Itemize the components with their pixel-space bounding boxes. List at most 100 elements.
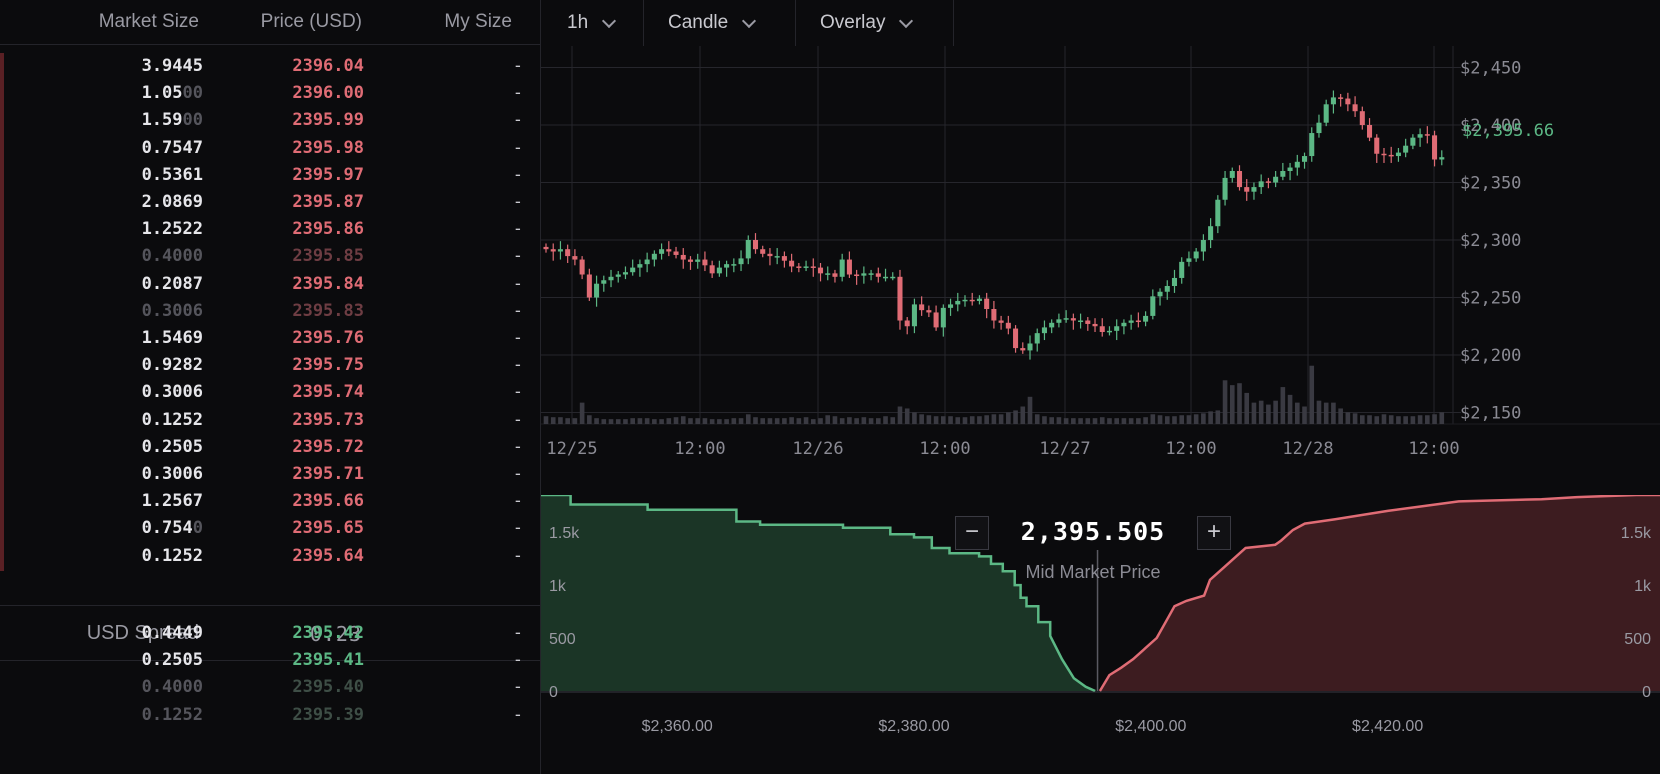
ask-row[interactable]: 0.4000 2395.85 - — [0, 243, 540, 272]
interval-dropdown[interactable]: 1h — [541, 0, 644, 46]
ask-row[interactable]: 1.0500 2396.00 - — [0, 80, 540, 109]
volume-bar — [1294, 402, 1300, 424]
volume-bar — [1345, 412, 1351, 424]
price-cell: 2395.42 — [292, 623, 364, 643]
candle-body — [557, 249, 563, 252]
bid-row[interactable]: 0.4449 2395.42 - — [0, 620, 540, 648]
candle-body — [752, 240, 759, 250]
volume-bar — [1063, 418, 1069, 424]
candle-body — [724, 264, 730, 268]
ask-row[interactable]: 0.1252 2395.73 - — [0, 406, 540, 435]
candle-body — [695, 259, 701, 262]
market-size-cell: 1.0500 — [141, 83, 203, 104]
volume-bar — [630, 418, 635, 424]
candle-body — [854, 274, 860, 276]
my-size-cell: - — [512, 83, 523, 104]
volume-bar — [810, 419, 816, 424]
volume-bar — [1136, 418, 1141, 424]
market-size-cell: 0.3006 — [141, 464, 203, 484]
market-size-cell: 1.5469 — [141, 328, 203, 348]
market-size-header[interactable]: Market Size — [98, 11, 199, 32]
candle-body — [1403, 145, 1409, 153]
ask-row[interactable]: 2.0869 2395.87 - — [0, 189, 540, 217]
candle-body — [673, 251, 679, 255]
bid-row[interactable]: 0.2505 2395.41 - — [0, 647, 540, 675]
candle-body — [984, 298, 990, 309]
asks-depth-line — [1098, 495, 1660, 692]
chart-type-dropdown[interactable]: Candle — [644, 0, 796, 46]
candle-body — [716, 267, 722, 274]
volume-bar — [926, 415, 932, 424]
ask-row[interactable]: 0.5361 2395.97 - — [0, 161, 540, 190]
volume-bar — [1006, 412, 1011, 424]
volume-bar — [1056, 417, 1062, 424]
ask-row[interactable]: 0.2087 2395.84 - — [0, 270, 540, 299]
my-size-cell: - — [512, 137, 523, 158]
volume-bar — [782, 418, 787, 424]
candle-body — [832, 273, 838, 277]
depth-bar — [0, 433, 4, 462]
volume-bar — [1099, 417, 1105, 424]
volume-bar — [572, 418, 578, 424]
volume-bar — [695, 418, 701, 424]
ask-row[interactable]: 0.3006 2395.83 - — [0, 297, 540, 326]
market-size-cell: 1.2567 — [141, 491, 203, 512]
price-cell: 2395.76 — [292, 328, 364, 348]
ask-row[interactable]: 1.5900 2395.99 - — [0, 107, 540, 136]
candle-body — [1171, 277, 1178, 286]
ask-row[interactable]: 0.3006 2395.74 - — [0, 379, 540, 408]
my-size-cell: - — [512, 219, 523, 240]
depth-chart[interactable]: $2,360.00 $2,380.00 $2,400.00 $2,420.00 0 0 50… — [541, 495, 1660, 774]
my-size-header[interactable]: My Size — [444, 11, 512, 32]
y-tick-label: $2,450 — [1460, 59, 1521, 79]
price-cell: 2395.98 — [292, 137, 364, 158]
bid-row[interactable]: 0.1252 2395.39 - — [0, 702, 540, 730]
ask-row[interactable]: 1.5469 2395.76 - — [0, 325, 540, 353]
candle-body — [1345, 98, 1351, 105]
ask-row[interactable]: 0.9282 2395.75 - — [0, 352, 540, 381]
market-size-cell: 1.2522 — [141, 219, 203, 240]
ask-row[interactable]: 0.1252 2395.64 - — [0, 542, 540, 571]
x-tick-label: 12:00 — [674, 439, 725, 459]
bid-row[interactable]: 0.4000 2395.40 - — [0, 674, 540, 702]
candle-body — [911, 304, 917, 327]
candle-body — [998, 320, 1004, 323]
ask-row[interactable]: 0.3006 2395.71 - — [0, 461, 540, 489]
ask-row[interactable]: 0.7547 2395.98 - — [0, 134, 540, 163]
market-size-cell: 2.0869 — [141, 192, 203, 212]
candle-body — [594, 283, 600, 298]
ask-row[interactable]: 3.9445 2396.04 - — [0, 53, 540, 81]
interval-label: 1h — [567, 12, 589, 33]
volume-bar — [977, 416, 982, 424]
price-chart[interactable]: $2,450 $2,400 $2,350 $2,300 $2,250 $2,200 $2,1… — [541, 46, 1660, 476]
my-size-cell: - — [512, 436, 523, 457]
market-size-cell: 0.2505 — [141, 436, 203, 457]
candle-body — [810, 266, 816, 268]
candle-body — [586, 274, 592, 298]
market-size-cell: 0.3006 — [141, 382, 203, 403]
candle-body — [666, 249, 672, 252]
candle-body — [1121, 322, 1127, 327]
y-tick-label-left: 1k — [549, 578, 567, 595]
ask-row[interactable]: 1.2522 2395.86 - — [0, 216, 540, 245]
y-tick-label: $2,250 — [1460, 289, 1521, 309]
volume-bar — [1085, 418, 1091, 424]
volume-bar — [688, 418, 693, 424]
zoom-out-button[interactable]: − — [955, 516, 989, 550]
volume-bar — [1381, 414, 1387, 424]
x-tick-label: $2,420.00 — [1352, 718, 1423, 735]
overlay-dropdown[interactable]: Overlay — [796, 0, 954, 46]
candle-body — [1265, 181, 1271, 183]
volume-bar — [1143, 417, 1148, 424]
volume-bar — [1020, 406, 1026, 424]
price-header[interactable]: Price (USD) — [260, 11, 362, 32]
candle-body — [1359, 111, 1365, 125]
ask-row[interactable]: 1.2567 2395.66 - — [0, 488, 540, 517]
zoom-in-button[interactable]: + — [1197, 516, 1231, 550]
candle-body — [745, 240, 751, 259]
candle-body — [1439, 157, 1445, 160]
ask-row[interactable]: 0.7540 2395.65 - — [0, 515, 540, 544]
ask-row[interactable]: 0.2505 2395.72 - — [0, 433, 540, 462]
price-cell: 2395.84 — [292, 273, 364, 294]
volume-bar — [890, 417, 896, 424]
